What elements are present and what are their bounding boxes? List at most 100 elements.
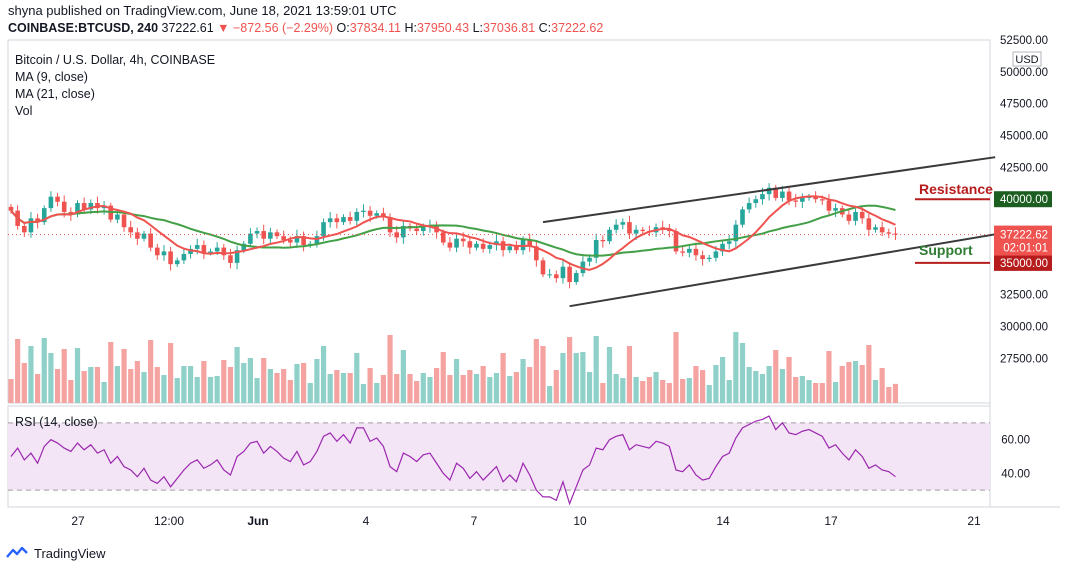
candle [879, 227, 885, 233]
candle [580, 261, 586, 274]
candle [228, 255, 233, 263]
price-tick-label: 47500.00 [1000, 99, 1048, 111]
volume-bar [114, 366, 120, 403]
volume-bar [852, 361, 859, 403]
price-tick-label: 50000.00 [1000, 67, 1048, 79]
volume-bar [700, 370, 706, 403]
candle [607, 229, 612, 242]
candle [174, 260, 180, 265]
candle [281, 236, 286, 240]
volume-bar [533, 339, 539, 403]
candle [753, 199, 759, 204]
volume-bar [434, 368, 440, 403]
price-change: ▼ −872.56 (−2.29%) [217, 21, 334, 35]
candle [514, 246, 519, 251]
candle [627, 222, 632, 234]
candle [687, 248, 692, 253]
candle [567, 266, 572, 282]
candle [680, 251, 685, 253]
volume-bar [813, 383, 819, 403]
candle [221, 247, 227, 256]
candle [194, 245, 200, 249]
candle [773, 187, 779, 198]
candle [740, 209, 745, 225]
time-tick-label: 27 [71, 514, 85, 528]
support-label: Support [919, 242, 973, 258]
candle [593, 239, 599, 258]
volume-bar [493, 373, 500, 403]
volume-bar [839, 366, 845, 403]
low-value: 37036.81 [483, 21, 536, 35]
volume-bar [560, 353, 566, 403]
candle [321, 222, 326, 237]
candle [454, 238, 459, 248]
ma21-line [10, 204, 896, 257]
volume-bar [214, 376, 220, 403]
volume-bar [786, 357, 792, 403]
resistance-price-tag-text: 40000.00 [1000, 194, 1048, 206]
volume-bar [487, 377, 493, 403]
volume-bar [793, 377, 799, 403]
volume-bar [307, 383, 313, 403]
volume-bar [600, 383, 606, 403]
volume-bar [148, 340, 154, 403]
volume-bar [799, 376, 805, 403]
price-tick-label: 45000.00 [1000, 131, 1048, 143]
candle [268, 232, 273, 239]
volume-bar [719, 357, 726, 403]
candle [201, 245, 207, 253]
volume-bar [420, 373, 426, 403]
volume-bar [593, 336, 599, 403]
time-tick-label: Jun [247, 514, 268, 528]
candle [726, 241, 732, 244]
volume-bar [833, 382, 839, 403]
volume-bar [500, 353, 506, 403]
candle [115, 214, 120, 220]
volume-bar [467, 370, 473, 403]
resistance-price-tag-box [994, 191, 1052, 208]
volume-bar [347, 373, 353, 403]
ohlc-line: COINBASE:BTCUSD, 240 37222.61 ▼ −872.56 … [8, 21, 603, 35]
candle [547, 274, 552, 276]
candle [141, 233, 147, 239]
volume-bar [380, 375, 386, 403]
price-tick-label: 32500.00 [1000, 290, 1048, 302]
volume-bar [414, 381, 420, 403]
candle [22, 225, 27, 233]
currency-box [1012, 51, 1042, 67]
candle [640, 229, 646, 232]
time-tick-label: 4 [363, 514, 370, 528]
candle [381, 213, 386, 218]
candle [893, 233, 898, 235]
volume-bar [327, 374, 333, 403]
price-pane [7, 39, 991, 404]
tradingview-logo[interactable]: TradingView [6, 545, 106, 561]
time-tick-label: 14 [716, 514, 730, 528]
candle [128, 227, 133, 233]
candle [633, 229, 639, 234]
volume-bar [680, 379, 686, 403]
candle [786, 191, 792, 201]
rsi-tick-label: 60.00 [1001, 435, 1030, 447]
candle [846, 214, 852, 221]
candle [35, 218, 40, 223]
volume-bar [207, 377, 214, 403]
candle [527, 239, 532, 247]
candle [866, 218, 872, 230]
candle [507, 246, 513, 251]
volume-bar [633, 377, 639, 403]
high-value: 37950.43 [416, 21, 470, 35]
rsi-band [8, 422, 990, 491]
volume-bar [759, 374, 766, 403]
volume-bar [806, 380, 812, 403]
volume-bar [892, 383, 899, 403]
volume-bar [440, 352, 446, 403]
rsi-line [10, 415, 896, 506]
candle [487, 245, 493, 249]
candle [75, 203, 80, 215]
candle [354, 211, 360, 221]
open-label: O: [336, 21, 350, 35]
volume-bar [407, 374, 413, 403]
volume-bar [28, 346, 34, 403]
